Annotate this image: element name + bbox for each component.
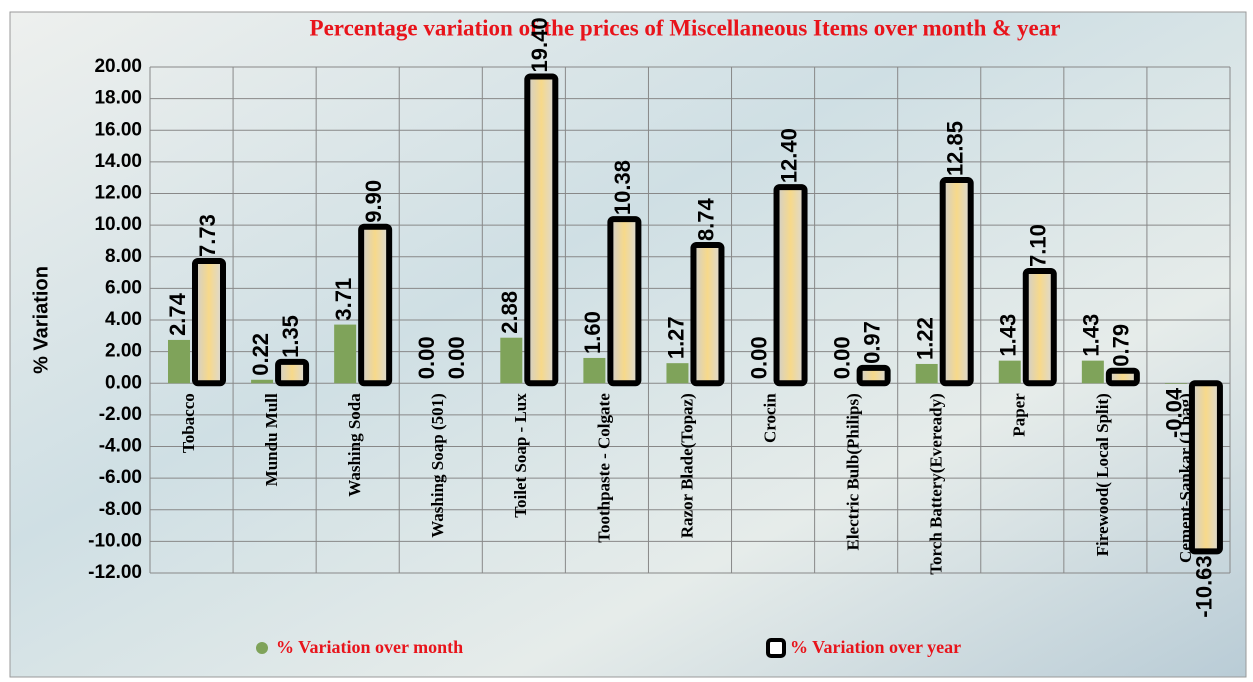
bar	[361, 227, 389, 384]
x-tick-label: Toilet Soap - Lux	[511, 393, 530, 518]
value-label: 19.40	[527, 17, 552, 72]
value-label: 1.27	[663, 316, 688, 359]
y-tick-label: 14.00	[94, 151, 142, 172]
y-tick-label: 0.00	[105, 372, 142, 393]
value-label: 1.43	[1079, 314, 1104, 357]
y-tick-label: -6.00	[99, 467, 142, 488]
value-label: 0.00	[746, 336, 771, 379]
value-label: 7.10	[1026, 224, 1051, 267]
x-tick-label: Electric Bulb(Philips)	[844, 393, 863, 550]
x-tick-label: Firewood( Local Split)	[1093, 393, 1112, 556]
y-tick-label: 8.00	[105, 246, 142, 267]
legend-swatch	[256, 642, 268, 654]
value-label: 0.00	[444, 336, 469, 379]
bar	[1026, 271, 1054, 383]
chart: Percentage variation of the prices of Mi…	[0, 0, 1253, 682]
y-axis-label: % Variation	[30, 266, 52, 374]
value-label: 12.85	[943, 121, 968, 176]
x-tick-label: Washing Soap (501)	[428, 393, 447, 538]
y-tick-label: 20.00	[94, 56, 142, 77]
y-tick-label: 6.00	[105, 277, 142, 298]
x-tick-label: Washing Soda	[345, 393, 364, 497]
x-tick-label: Cement-Sankar (1 bag)	[1176, 393, 1195, 563]
x-tick-label: Crocin	[760, 393, 779, 443]
bar	[278, 362, 306, 383]
value-label: 1.60	[580, 311, 605, 354]
y-tick-label: 16.00	[94, 119, 142, 140]
bar	[1082, 361, 1104, 384]
legend-label: % Variation over month	[276, 637, 463, 657]
bar	[1165, 383, 1187, 384]
x-tick-label: Toothpaste - Colgate	[594, 393, 613, 543]
y-tick-label: -8.00	[99, 499, 142, 520]
bar	[666, 363, 688, 383]
value-label: 1.35	[278, 315, 303, 358]
y-tick-label: -2.00	[99, 404, 142, 425]
y-tick-label: 10.00	[94, 214, 142, 235]
bar	[251, 380, 273, 383]
bar	[1109, 371, 1137, 383]
value-label: 12.40	[776, 128, 801, 183]
y-tick-label: -12.00	[88, 562, 142, 583]
bar	[1192, 383, 1220, 551]
value-label: 7.73	[195, 214, 220, 257]
y-tick-label: -10.00	[88, 530, 142, 551]
chart-title: Percentage variation of the prices of Mi…	[310, 15, 1061, 40]
x-tick-label: Tobacco	[179, 393, 198, 453]
value-label: 1.43	[996, 314, 1021, 357]
bar	[334, 325, 356, 384]
value-label: 1.22	[913, 317, 938, 360]
value-label: 8.74	[693, 197, 718, 241]
value-label: 0.97	[859, 321, 884, 364]
bar	[583, 358, 605, 383]
y-tick-label: 2.00	[105, 341, 142, 362]
value-label: 0.22	[248, 333, 273, 376]
bar	[999, 361, 1021, 384]
value-label: 2.74	[165, 292, 190, 336]
bar	[693, 245, 721, 383]
bar	[527, 76, 555, 383]
value-label: 3.71	[331, 278, 356, 321]
bar	[943, 180, 971, 383]
value-label: 0.79	[1109, 324, 1134, 367]
y-tick-label: 12.00	[94, 183, 142, 204]
legend-label: % Variation over year	[790, 637, 961, 657]
bar	[610, 219, 638, 383]
value-label: 0.00	[829, 336, 854, 379]
x-tick-label: Torch Battery(Eveready)	[927, 393, 946, 574]
bar	[500, 338, 522, 384]
x-tick-label: Mundu Mull	[262, 393, 281, 486]
bar	[860, 368, 888, 383]
value-label: 0.00	[414, 336, 439, 379]
value-label: -10.63	[1192, 555, 1217, 617]
y-tick-label: -4.00	[99, 436, 142, 457]
bar	[168, 340, 190, 383]
bar	[195, 261, 223, 383]
value-label: 10.38	[610, 160, 635, 215]
bar	[777, 187, 805, 383]
y-tick-label: 18.00	[94, 88, 142, 109]
x-tick-label: Razor Blade(Topaz)	[677, 393, 696, 538]
value-label: 9.90	[361, 180, 386, 223]
bar	[916, 364, 938, 383]
legend-swatch	[768, 640, 784, 656]
y-tick-label: 4.00	[105, 309, 142, 330]
x-tick-label: Paper	[1010, 393, 1029, 437]
value-label: 2.88	[497, 291, 522, 334]
